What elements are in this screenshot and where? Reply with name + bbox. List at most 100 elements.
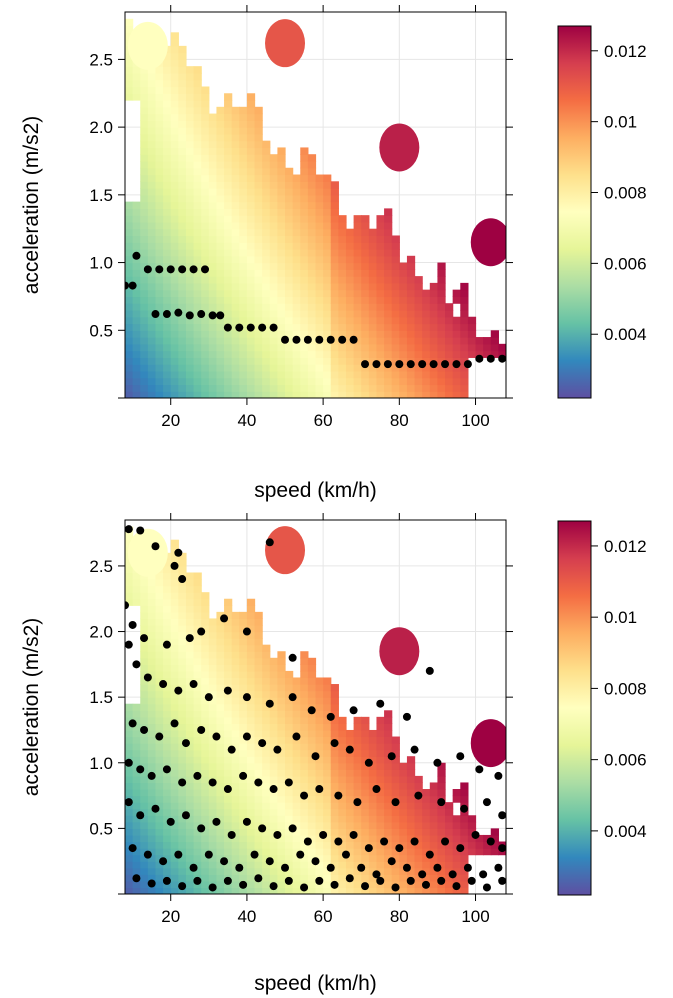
heatmap-cell bbox=[239, 194, 248, 203]
heatmap-cell bbox=[239, 710, 248, 718]
heatmap-cell bbox=[239, 296, 248, 304]
heatmap-cell bbox=[147, 848, 157, 856]
heatmap-cell bbox=[323, 775, 332, 784]
heatmap-cell bbox=[300, 154, 309, 162]
heatmap-cell bbox=[170, 384, 179, 392]
heatmap-cell bbox=[262, 664, 271, 672]
heatmap-cell bbox=[376, 296, 385, 304]
heatmap-cell bbox=[376, 269, 385, 277]
heatmap-cell bbox=[224, 113, 233, 121]
heatmap-cell bbox=[269, 316, 278, 325]
heatmap-cell bbox=[262, 874, 271, 882]
heatmap-cell bbox=[262, 228, 271, 237]
heatmap-cell bbox=[140, 181, 149, 189]
heatmap-cell bbox=[178, 120, 187, 128]
heatmap-cell bbox=[460, 795, 469, 803]
data-point bbox=[269, 785, 278, 794]
heatmap-cell bbox=[277, 228, 286, 237]
heatmap-cell bbox=[163, 729, 172, 738]
heatmap-cell bbox=[292, 221, 301, 230]
heatmap-cell bbox=[269, 208, 278, 216]
heatmap-cell bbox=[460, 303, 469, 311]
heatmap-cell bbox=[125, 585, 134, 593]
heatmap-cell bbox=[460, 343, 469, 352]
heatmap-cell bbox=[216, 874, 225, 882]
heatmap-cell bbox=[292, 808, 301, 816]
heatmap-cell bbox=[185, 828, 195, 836]
heatmap-cell bbox=[185, 710, 195, 718]
data-point bbox=[178, 778, 187, 787]
heatmap-cell bbox=[269, 276, 278, 284]
heatmap-cell bbox=[208, 749, 218, 757]
heatmap-cell bbox=[277, 188, 286, 196]
heatmap-cell bbox=[125, 723, 134, 731]
heatmap-cell bbox=[300, 391, 309, 398]
heatmap-cell bbox=[224, 201, 233, 209]
data-point bbox=[132, 660, 141, 669]
heatmap-cell bbox=[399, 808, 408, 816]
heatmap-cell bbox=[193, 86, 202, 94]
heatmap-cell bbox=[315, 769, 324, 777]
heatmap-cell bbox=[391, 377, 400, 386]
heatmap-cell bbox=[163, 127, 172, 135]
heatmap-cell bbox=[231, 255, 240, 264]
heatmap-cell bbox=[254, 364, 263, 372]
heatmap-cell bbox=[338, 795, 347, 803]
heatmap-cell bbox=[414, 861, 423, 869]
heatmap-cell bbox=[185, 350, 195, 358]
heatmap-cell bbox=[208, 756, 218, 764]
heatmap-cell bbox=[246, 303, 256, 311]
heatmap-cell bbox=[391, 743, 400, 751]
heatmap-cell bbox=[262, 140, 271, 149]
heatmap-cell bbox=[208, 343, 218, 352]
heatmap-cell bbox=[277, 756, 286, 764]
heatmap-cell bbox=[422, 296, 431, 304]
heatmap-cell bbox=[170, 154, 179, 162]
heatmap-cell bbox=[483, 848, 492, 856]
heatmap-cell bbox=[246, 887, 256, 894]
heatmap-cell bbox=[231, 215, 240, 223]
heatmap-cell bbox=[452, 337, 461, 345]
heatmap-cell bbox=[437, 789, 446, 797]
data-point bbox=[376, 876, 385, 885]
heatmap-cell bbox=[254, 611, 263, 620]
heatmap-cell bbox=[201, 749, 210, 757]
heatmap-cell bbox=[300, 303, 309, 311]
heatmap-cell bbox=[201, 848, 210, 856]
heatmap-cell bbox=[254, 756, 263, 764]
heatmap-cell bbox=[384, 867, 393, 875]
heatmap-cell bbox=[132, 769, 141, 777]
heatmap-cell bbox=[254, 201, 263, 209]
heatmap-cell bbox=[140, 221, 149, 230]
heatmap-cell bbox=[345, 854, 355, 862]
heatmap-cell bbox=[353, 391, 362, 398]
heatmap-cell bbox=[170, 79, 179, 88]
heatmap-cell bbox=[300, 323, 309, 331]
heatmap-cell bbox=[452, 841, 461, 849]
heatmap-cell bbox=[239, 235, 248, 243]
heatmap-cell bbox=[391, 337, 400, 345]
heatmap-cell bbox=[246, 756, 256, 764]
heatmap-cell bbox=[429, 808, 439, 816]
heatmap-cell bbox=[323, 242, 332, 250]
heatmap-cell bbox=[185, 716, 195, 725]
heatmap-cell bbox=[147, 815, 157, 823]
heatmap-cell bbox=[361, 828, 370, 836]
heatmap-cell bbox=[429, 303, 439, 311]
data-point bbox=[208, 311, 217, 320]
heatmap-cell bbox=[269, 802, 278, 810]
heatmap-cell bbox=[231, 828, 240, 836]
heatmap-cell bbox=[185, 834, 195, 843]
heatmap-cell bbox=[307, 808, 317, 816]
data-point bbox=[174, 548, 183, 557]
heatmap-cell bbox=[155, 208, 164, 216]
heatmap-cell bbox=[361, 841, 370, 849]
heatmap-cell bbox=[315, 262, 324, 270]
heatmap-cell bbox=[307, 887, 317, 894]
heatmap-cell bbox=[361, 370, 370, 379]
data-point bbox=[391, 798, 400, 807]
heatmap-cell bbox=[391, 808, 400, 816]
heatmap-cell bbox=[345, 880, 355, 889]
heatmap-cell bbox=[147, 343, 157, 352]
heatmap-cell bbox=[330, 690, 339, 698]
